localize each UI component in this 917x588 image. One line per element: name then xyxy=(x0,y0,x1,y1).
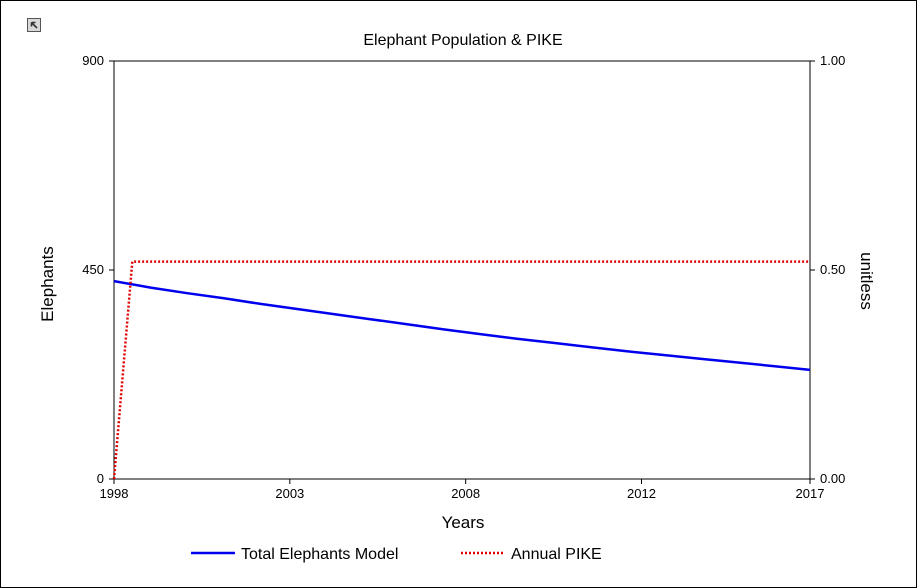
y-axis-right-label: unitless xyxy=(857,252,876,310)
legend: Total Elephants Model Annual PIKE xyxy=(191,546,602,563)
x-axis-label: Years xyxy=(442,513,485,532)
y-right-tick-label: 1.00 xyxy=(820,53,845,68)
plot-area xyxy=(113,60,811,480)
legend-label-annual-pike: Annual PIKE xyxy=(511,546,602,563)
chart-title: Elephant Population & PIKE xyxy=(363,32,562,49)
y-axis-left-label: Elephants xyxy=(38,246,57,322)
y-left-tick-label: 900 xyxy=(82,53,104,68)
y-left-tick-label: 450 xyxy=(82,262,104,277)
y-right-tick-label: 0.00 xyxy=(820,471,845,486)
expand-arrow-icon xyxy=(30,21,38,29)
x-tick-label: 2003 xyxy=(275,486,304,501)
x-tick-label: 1998 xyxy=(100,486,129,501)
x-tick-label: 2012 xyxy=(627,486,656,501)
expand-button[interactable] xyxy=(27,18,41,32)
legend-label-total-elephants: Total Elephants Model xyxy=(241,546,398,563)
series-line-annual-pike xyxy=(112,260,810,480)
x-tick-label: 2008 xyxy=(451,486,480,501)
y-right-tick-label: 0.50 xyxy=(820,262,845,277)
series-line-total-elephants xyxy=(113,279,811,372)
x-tick-label: 2017 xyxy=(796,486,825,501)
y-left-tick-label: 0 xyxy=(97,471,104,486)
